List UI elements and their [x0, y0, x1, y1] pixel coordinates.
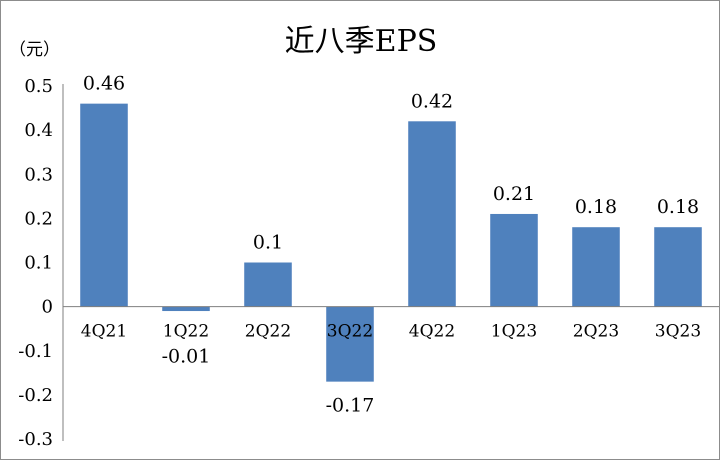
bar-value-label: 0.1 — [253, 232, 283, 254]
bar-3q23 — [654, 227, 702, 307]
x-category-label: 1Q22 — [163, 322, 209, 342]
y-tick-label: 0.1 — [24, 253, 53, 274]
bar-value-label: -0.17 — [326, 395, 375, 417]
bar-value-label: 0.21 — [493, 183, 535, 205]
y-tick-label: -0.3 — [18, 429, 53, 450]
x-category-label: 3Q22 — [327, 322, 373, 342]
bar-2q23 — [572, 227, 620, 307]
y-tick-label: 0.2 — [24, 208, 53, 229]
x-category-label: 1Q23 — [491, 322, 537, 342]
bar-1q22 — [162, 306, 210, 312]
x-category-label: 2Q22 — [245, 322, 291, 342]
chart-title: 近八季EPS — [285, 24, 438, 59]
y-tick-label: -0.1 — [18, 341, 53, 362]
y-tick-label: 0 — [42, 297, 53, 318]
bar-value-label: 0.42 — [411, 90, 453, 112]
y-tick-label: 0.3 — [24, 164, 53, 185]
bar-value-label: 0.18 — [657, 196, 699, 218]
x-category-label: 4Q22 — [409, 322, 455, 342]
bar-3q22 — [326, 306, 374, 382]
y-tick-label: -0.2 — [18, 385, 53, 406]
bar-2q22 — [244, 262, 292, 307]
bar-value-label: -0.01 — [162, 346, 211, 368]
bar-1q23 — [490, 213, 538, 307]
x-category-label: 4Q21 — [81, 322, 127, 342]
bar-4q22 — [408, 121, 456, 307]
y-unit-label: （元） — [9, 40, 60, 60]
bar-4q21 — [80, 103, 128, 307]
y-tick-label: 0.5 — [24, 76, 53, 97]
y-tick-label: 0.4 — [24, 120, 53, 141]
bar-value-label: 0.18 — [575, 196, 617, 218]
x-category-label: 2Q23 — [573, 322, 619, 342]
bar-value-label: 0.46 — [83, 73, 125, 95]
x-category-label: 3Q23 — [655, 322, 701, 342]
